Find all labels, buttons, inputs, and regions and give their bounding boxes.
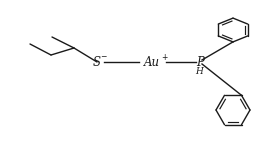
Text: Au: Au [144,56,160,69]
Text: S: S [93,56,101,69]
Text: −: − [100,53,106,62]
Text: H: H [195,66,203,75]
Text: +: + [161,53,167,62]
Text: P: P [196,56,204,69]
